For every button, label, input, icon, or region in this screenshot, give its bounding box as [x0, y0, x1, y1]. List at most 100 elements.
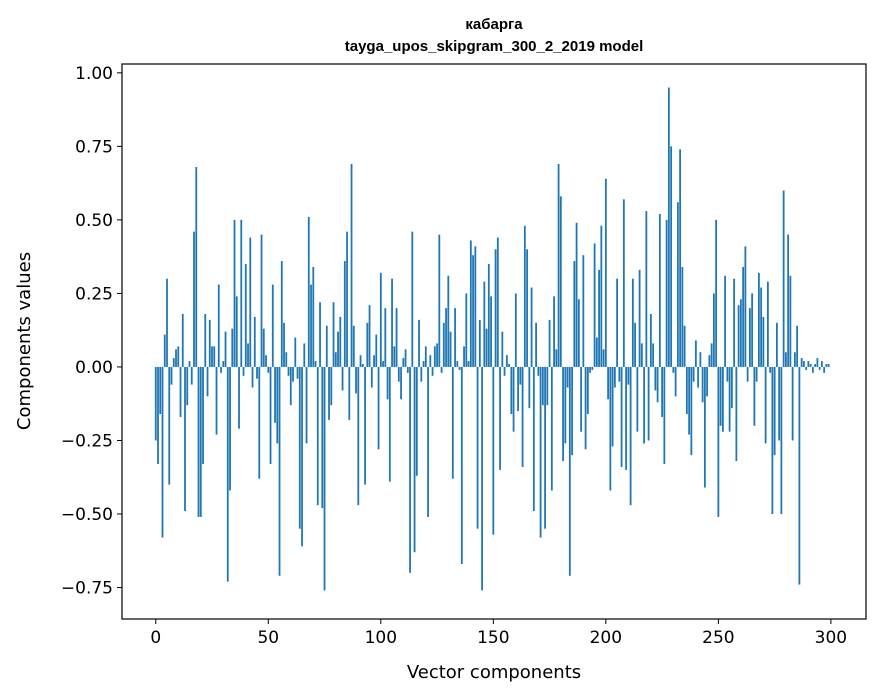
bar: [658, 214, 661, 367]
bar: [649, 314, 652, 367]
bar: [499, 366, 501, 470]
bar: [307, 216, 310, 367]
bar: [341, 366, 344, 391]
bar: [206, 366, 209, 397]
bar: [258, 366, 261, 479]
bar: [604, 178, 607, 367]
bar: [321, 366, 324, 509]
bar: [665, 219, 668, 367]
y-tick-label: 0.25: [75, 284, 113, 304]
chart-subtitle: tayga_upos_skipgram_300_2_2019 model: [345, 38, 644, 55]
y-tick-label: −0.75: [61, 579, 113, 599]
bar: [377, 366, 380, 450]
bar: [159, 366, 162, 414]
bar: [366, 322, 369, 367]
bar: [796, 325, 799, 367]
bar: [771, 366, 774, 514]
y-axis: −0.75 −0.50 −0.25 0.00 0.25 0.50 0.75 1.00: [61, 64, 122, 599]
bar: [508, 364, 510, 367]
bar: [319, 302, 321, 367]
bar: [814, 364, 817, 367]
bar: [179, 366, 182, 417]
bar: [328, 366, 330, 420]
bar: [172, 358, 175, 367]
bar: [395, 308, 398, 367]
bar: [638, 269, 641, 367]
bar: [760, 287, 763, 367]
bar: [586, 366, 589, 414]
bar: [429, 355, 432, 367]
bar: [539, 366, 542, 538]
bar: [631, 278, 634, 367]
bar: [267, 366, 270, 373]
bar: [681, 266, 684, 367]
bar: [726, 366, 729, 382]
bar: [800, 358, 803, 367]
bar: [751, 293, 754, 367]
bar: [517, 366, 519, 412]
bar: [481, 366, 483, 591]
bar: [532, 366, 535, 512]
bar: [199, 366, 202, 517]
bar: [661, 366, 664, 417]
bar: [719, 366, 722, 426]
bar: [305, 366, 308, 444]
bar: [577, 299, 580, 367]
bar: [667, 87, 670, 367]
bar: [575, 222, 578, 367]
bar: [436, 343, 438, 367]
bar: [492, 366, 495, 535]
bar: [262, 328, 265, 367]
bar: [764, 366, 767, 444]
bar: [827, 364, 830, 367]
bar: [292, 366, 294, 382]
bar: [280, 261, 283, 367]
bar: [789, 275, 792, 367]
bar: [501, 331, 504, 367]
bar: [386, 366, 389, 400]
bar: [238, 366, 240, 429]
bar: [613, 366, 616, 388]
bar: [361, 364, 364, 367]
bar: [449, 331, 452, 367]
bar: [766, 281, 769, 367]
bar: [170, 366, 173, 385]
bar: [600, 225, 603, 367]
bar: [820, 361, 823, 367]
bar: [607, 366, 609, 400]
plot-frame: [121, 63, 867, 620]
bar: [622, 199, 625, 367]
bar: [406, 366, 409, 373]
bar: [818, 366, 821, 370]
bar: [303, 343, 306, 367]
bar: [692, 366, 695, 382]
bar: [825, 364, 828, 367]
bar: [620, 366, 623, 467]
bar: [564, 366, 567, 444]
bar: [737, 305, 740, 367]
x-axis: 0 50 100 150 200 250 300: [150, 619, 847, 648]
bar: [537, 366, 540, 376]
y-tick-label: 0.50: [75, 211, 113, 231]
bar: [510, 366, 513, 414]
bar: [521, 366, 524, 467]
bar: [458, 366, 461, 370]
bar: [663, 366, 666, 464]
bar: [802, 361, 805, 367]
x-tick-label: 300: [815, 628, 847, 648]
bar: [213, 346, 216, 367]
bar: [598, 269, 600, 367]
bar: [769, 366, 772, 373]
bar: [181, 314, 184, 367]
bar: [285, 352, 288, 367]
bar: [483, 281, 486, 367]
bar: [368, 305, 371, 367]
bar: [640, 343, 643, 367]
bar: [220, 366, 222, 373]
bar: [685, 366, 688, 414]
bar: [314, 361, 317, 367]
bar: [382, 361, 384, 367]
bar: [634, 322, 637, 367]
x-tick-label: 50: [257, 628, 279, 648]
